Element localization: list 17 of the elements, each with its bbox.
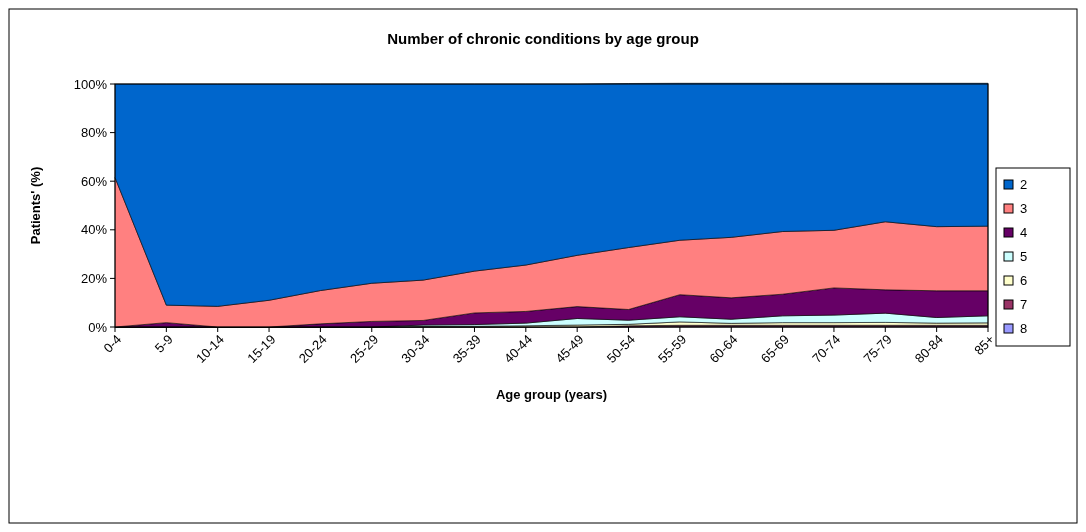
legend-label: 3 [1020, 201, 1028, 217]
y-tick-label: 40% [80, 222, 108, 238]
x-tick-label: 5-9 [151, 331, 176, 356]
x-axis-title: Age group (years) [495, 387, 608, 402]
y-tick-label: 20% [80, 270, 108, 286]
y-tick-label: 80% [80, 125, 108, 141]
legend-label: 5 [1020, 249, 1028, 265]
y-axis-title: Patients' (%) [28, 166, 43, 245]
y-tick-label: 100% [73, 76, 108, 92]
legend-label: 7 [1020, 297, 1028, 313]
chart-title: Number of chronic conditions by age group [387, 30, 699, 47]
x-tick-label: 85+ [971, 331, 998, 358]
y-tick-label: 60% [80, 173, 108, 189]
legend-label: 8 [1020, 321, 1028, 337]
legend-label: 4 [1020, 225, 1028, 241]
legend-label: 2 [1020, 177, 1028, 193]
legend-label: 6 [1020, 273, 1028, 289]
